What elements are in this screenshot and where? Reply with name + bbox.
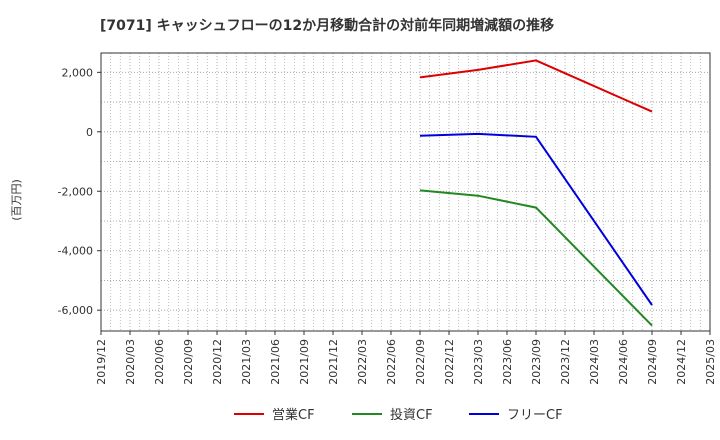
x-tick-label: 2022/09 bbox=[414, 339, 427, 385]
x-tick-label: 2020/09 bbox=[182, 339, 195, 385]
series-line bbox=[419, 189, 653, 327]
legend-label: フリーCF bbox=[507, 408, 563, 423]
x-tick-label: 2019/12 bbox=[95, 339, 108, 385]
series-lines bbox=[419, 59, 653, 327]
y-tick-label: -2,000 bbox=[58, 185, 93, 198]
x-tick-label: 2023/12 bbox=[559, 339, 572, 385]
x-tick-label: 2023/09 bbox=[530, 339, 543, 385]
x-tick-label: 2021/12 bbox=[327, 339, 340, 385]
x-tick-label: 2023/06 bbox=[501, 339, 514, 385]
x-tick-label: 2023/03 bbox=[472, 339, 485, 385]
x-tick-label: 2020/06 bbox=[153, 339, 166, 385]
y-tick-label: 0 bbox=[86, 126, 93, 139]
x-tick-label: 2022/03 bbox=[356, 339, 369, 385]
x-tick-label: 2025/03 bbox=[704, 339, 717, 385]
series-line bbox=[419, 132, 653, 306]
x-tick-label: 2021/03 bbox=[240, 339, 253, 385]
x-tick-label: 2020/12 bbox=[211, 339, 224, 385]
plot-frame bbox=[100, 52, 711, 332]
y-axis-label: (百万円) bbox=[10, 179, 23, 221]
x-tick-label: 2024/12 bbox=[675, 339, 688, 385]
x-tick-label: 2022/12 bbox=[443, 339, 456, 385]
chart-title: [7071] キャッシュフローの12か月移動合計の対前年同期増減額の推移 bbox=[100, 17, 554, 34]
x-tick-label: 2020/03 bbox=[124, 339, 137, 385]
grid bbox=[100, 53, 711, 331]
x-tick-label: 2021/06 bbox=[269, 339, 282, 385]
x-tick-label: 2024/06 bbox=[617, 339, 630, 385]
y-tick-label: -6,000 bbox=[58, 304, 93, 317]
axes: 2,000 0 -2,000 -4,000 -6,000 2019/12 2020/03 20… bbox=[58, 52, 717, 385]
legend-label: 営業CF bbox=[272, 407, 315, 423]
legend-label: 投資CF bbox=[390, 407, 433, 423]
legend: 営業CF 投資CF フリーCF bbox=[234, 407, 563, 423]
x-tick-label: 2021/09 bbox=[298, 339, 311, 385]
x-tick-label: 2024/03 bbox=[588, 339, 601, 385]
series-line bbox=[419, 59, 653, 113]
y-tick-label: 2,000 bbox=[62, 66, 94, 79]
y-tick-label: -4,000 bbox=[58, 245, 93, 258]
x-tick-label: 2022/06 bbox=[385, 339, 398, 385]
x-tick-label: 2024/09 bbox=[646, 339, 659, 385]
plot-area bbox=[101, 53, 710, 331]
